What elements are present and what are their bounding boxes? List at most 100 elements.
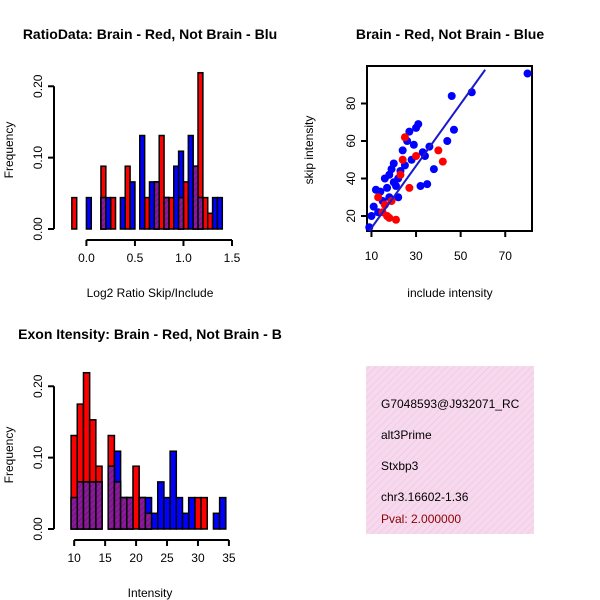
y-tick-label: 40 [344, 172, 358, 186]
overlap-bar [107, 465, 116, 530]
not-brain-bar [216, 196, 224, 230]
x-tick-label: 25 [160, 551, 174, 565]
overlap-bar [144, 512, 153, 530]
overlap-bars [100, 165, 204, 230]
y-tick-label: 60 [344, 134, 358, 148]
x-axis: 10 30 50 70 [365, 231, 512, 263]
x-tick-label: 1.0 [175, 251, 192, 265]
not-brain-bar [156, 481, 165, 530]
brain-point [405, 183, 414, 192]
not-brain-bar [218, 496, 227, 530]
brain-point [374, 193, 383, 202]
y-axis: 0.00 0.10 0.20 [31, 74, 55, 241]
y-tick-label: 0.20 [31, 374, 45, 398]
not-brain-point [447, 92, 456, 100]
brain-point [400, 133, 409, 142]
not-brain-point [416, 182, 425, 190]
not-brain-bar [169, 450, 178, 530]
brain-bar [132, 465, 140, 530]
x-axis-label: include intensity [407, 286, 492, 300]
y-tick-label: 0.20 [31, 74, 45, 98]
overlap-bar [126, 496, 134, 530]
not-brain-point [369, 202, 378, 211]
y-axis-label: Frequency [2, 122, 16, 179]
x-tick-label: 30 [191, 551, 205, 565]
intensity-histogram-panel: Exon Itensity: Brain - Red, Not Brain - … [2, 326, 282, 600]
not-brain-point [389, 159, 398, 168]
brain-point [412, 152, 421, 160]
not-brain-bar [212, 512, 221, 530]
ratio-histogram-panel: RatioData: Brain - Red, Not Brain - Blu … [2, 26, 277, 300]
overlap-bar [197, 196, 204, 230]
overlap-bars [70, 465, 153, 530]
not-brain-bar [187, 496, 196, 530]
not-brain-bar [129, 181, 136, 230]
brain-point [391, 215, 400, 224]
x-tick-label: 0.5 [127, 251, 144, 265]
not-brain-bar [85, 196, 93, 230]
not-brain-point [443, 137, 452, 145]
not-brain-point [420, 152, 429, 160]
chart-title: RatioData: Brain - Red, Not Brain - Blu [23, 26, 277, 42]
brain-bar [200, 496, 208, 530]
y-tick-label: 0.10 [31, 446, 45, 470]
not-brain-bar [150, 512, 159, 530]
x-axis: 0.0 0.5 1.0 1.5 [78, 239, 241, 265]
brain-bar [194, 496, 202, 530]
not-brain-bar [119, 196, 126, 230]
scatter-points [365, 69, 532, 232]
plot-frame [366, 65, 533, 232]
overlap-bar [95, 481, 103, 530]
not-brain-point [394, 193, 403, 202]
x-tick-label: 35 [222, 551, 236, 565]
overlap-bar [119, 496, 128, 530]
brain-point [398, 155, 407, 164]
not-brain-point [429, 165, 438, 174]
brain-bar [71, 196, 78, 230]
not-brain-point [423, 180, 432, 189]
x-tick-label: 15 [98, 551, 112, 565]
overlap-bar [163, 196, 170, 230]
y-tick-label: 0.00 [31, 217, 45, 241]
fit-line [368, 69, 486, 232]
gene-name: Stxbp3 [381, 459, 419, 473]
brain-point [385, 213, 394, 222]
not-brain-point [398, 146, 407, 155]
not-brain-point [367, 212, 376, 220]
x-tick-label: 1.5 [224, 251, 241, 265]
brain-point [438, 157, 447, 166]
overlap-bar [138, 496, 147, 530]
x-tick-label: 50 [454, 249, 468, 263]
genomic-location: chr3.16602-1.36 [381, 490, 469, 504]
y-axis: 0.00 0.10 0.20 [31, 374, 55, 541]
not-brain-point [449, 125, 458, 134]
brain-point [396, 170, 405, 179]
overlap-bar [70, 496, 79, 530]
not-brain-bar [139, 134, 146, 230]
y-axis-label: skip intensity [302, 116, 316, 185]
not-brain-point [523, 69, 532, 78]
y-tick-label: 0.10 [31, 146, 45, 170]
event-type: alt3Prime [381, 428, 432, 442]
x-axis-label: Log2 Ratio Skip/Include [87, 286, 214, 300]
not-brain-point [391, 182, 400, 190]
p-value: Pval: 2.000000 [381, 512, 461, 526]
brain-point [434, 146, 443, 155]
overlap-bar [76, 481, 85, 530]
y-axis-label: Frequency [2, 427, 16, 484]
y-tick-label: 80 [344, 97, 358, 111]
overlap-bar [113, 481, 122, 530]
chart-title: Exon Itensity: Brain - Red, Not Brain - … [18, 326, 282, 342]
overlap-bar [153, 181, 160, 230]
intensity-scatter-panel: Brain - Red, Not Brain - Blue 20 40 60 80 1… [302, 26, 544, 300]
probe-id: G7048593@J932071_RC [381, 397, 520, 411]
overlap-bar [177, 196, 185, 230]
info-panel: G7048593@J932071_RC alt3Prime Stxbp3 chr… [366, 366, 534, 534]
x-axis-label: Intensity [128, 586, 173, 600]
x-tick-label: 0.0 [78, 251, 95, 265]
y-tick-label: 20 [344, 209, 358, 223]
not-brain-point [414, 120, 423, 129]
chart-title: Brain - Red, Not Brain - Blue [356, 26, 544, 42]
not-brain-bar [175, 496, 184, 530]
